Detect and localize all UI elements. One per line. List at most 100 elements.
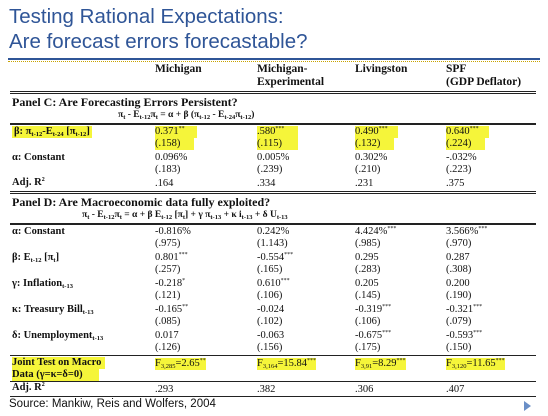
panel-d-top-rule <box>10 191 536 194</box>
panel-d-alpha-michigan: -0.816% <box>155 226 191 237</box>
panel-d-alpha-michigan-se: (.975) <box>155 238 181 249</box>
panel-d-delta-michexp: -0.063 <box>257 330 285 341</box>
panel-d-kappa-michexp: -0.024 <box>257 304 285 315</box>
panel-d-delta-livingston: -0.675*** <box>355 330 392 341</box>
panel-c-alpha-michexp: 0.005% <box>257 152 290 163</box>
panel-d-beta-spf-se: (.308) <box>446 264 472 275</box>
panel-d-gamma-michexp-se: (.106) <box>257 290 283 301</box>
panel-d-delta-livingston-se: (.175) <box>355 342 381 353</box>
col-header-michigan: Michigan <box>155 63 202 75</box>
title-line-1: Testing Rational Expectations: <box>9 5 284 28</box>
panel-d-beta-michexp: -0.554*** <box>257 252 294 263</box>
col-header-livingston: Livingston <box>355 63 408 75</box>
col-header-michigan-experimental: Michigan- Experimental <box>257 63 324 88</box>
col-header-line2: (GDP Deflator) <box>446 75 522 88</box>
panel-d-gamma-livingston-se: (.145) <box>355 290 381 301</box>
panel-d-kappa-michexp-se: (.102) <box>257 316 283 327</box>
panel-c-alpha-michigan-se: (.183) <box>155 164 181 175</box>
panel-d-beta-michigan-se: (.257) <box>155 264 181 275</box>
panel-c-beta-michigan: 0.371** <box>155 126 197 138</box>
col-header-line1: Michigan- <box>257 63 308 75</box>
panel-c-alpha-label: α: Constant <box>12 152 65 163</box>
title-underline <box>8 58 540 60</box>
panel-d-kappa-livingston: -0.319*** <box>355 304 392 315</box>
panel-c-alpha-livingston: 0.302% <box>355 152 388 163</box>
panel-c-adjr2-michigan: .164 <box>155 178 174 189</box>
panel-d-joint-label-line2: Data (γ=κ=δ=0) <box>12 369 99 381</box>
panel-c-alpha-livingston-se: (.210) <box>355 164 381 175</box>
panel-d-gamma-michexp: 0.610*** <box>257 278 290 289</box>
panel-d-adjr2-michexp: .382 <box>257 384 276 395</box>
panel-d-alpha-michexp: 0.242% <box>257 226 290 237</box>
panel-d-gamma-spf: 0.200 <box>446 278 470 289</box>
panel-d-joint-michexp: F3,164=15.84*** <box>257 358 317 370</box>
panel-c-formula: πt - Et-12πt = α + β (πt-12 - Et-24πt-12… <box>118 110 255 121</box>
panel-d-joint-spf: F3,120=11.65*** <box>446 358 505 370</box>
panel-c-alpha-michexp-se: (.239) <box>257 164 283 175</box>
panel-d-alpha-livingston: 4.424%*** <box>355 226 397 237</box>
panel-d-gamma-label: γ: Inflationt-13 <box>12 278 73 290</box>
panel-d-alpha-label: α: Constant <box>12 226 65 237</box>
panel-d-adjr2-michigan: .293 <box>155 384 174 395</box>
panel-d-beta-livingston: 0.295 <box>355 252 379 263</box>
header-rule <box>10 91 536 94</box>
panel-d-gamma-michigan: -0.218* <box>155 278 186 289</box>
panel-d-beta-michexp-se: (.165) <box>257 264 283 275</box>
next-slide-arrow-icon[interactable] <box>524 401 531 411</box>
panel-c-alpha-spf-se: (.223) <box>446 164 472 175</box>
panel-d-joint-label-line1: Joint Test on Macro <box>12 357 106 369</box>
panel-d-formula: πt - Et-12πt = α + β Et-12 [πt] + γ πt-1… <box>82 210 288 221</box>
panel-d-adjr2-spf: .407 <box>446 384 465 395</box>
joint-test-rule <box>10 355 536 356</box>
panel-d-delta-michigan-se: (.126) <box>155 342 181 353</box>
dotted-divider <box>8 61 540 62</box>
panel-d-rule <box>10 223 536 225</box>
panel-d-beta-spf: 0.287 <box>446 252 470 263</box>
panel-d-gamma-michigan-se: (.121) <box>155 290 181 301</box>
title-line-2: Are forecast errors forecastable? <box>9 30 308 53</box>
panel-c-beta-michigan-se: (.158) <box>155 138 195 150</box>
panel-d-joint-michigan: F3,285=2.65** <box>155 358 206 370</box>
panel-c-adjr2-livingston: .231 <box>355 178 374 189</box>
panel-d-alpha-spf-se: (.970) <box>446 238 472 249</box>
panel-c-beta-spf-se: (.224) <box>446 138 486 150</box>
panel-d-title: Panel D: Are Macroeconomic data fully ex… <box>12 195 271 209</box>
panel-d-kappa-label: κ: Treasury Billt-13 <box>12 304 94 316</box>
panel-c-adjr2-spf: .375 <box>446 178 465 189</box>
source-caption: Source: Mankiw, Reis and Wolfers, 2004 <box>9 398 216 410</box>
panel-d-joint-livingston: F3,91=8.29*** <box>355 358 406 370</box>
panel-d-adjr2-label: Adj. R2 <box>12 382 45 393</box>
panel-d-delta-spf: -0.593*** <box>446 330 483 341</box>
panel-c-beta-michexp-se: (.115) <box>257 138 298 150</box>
panel-d-adjr2-livingston: .306 <box>355 384 374 395</box>
panel-d-alpha-spf: 3.566%*** <box>446 226 488 237</box>
panel-d-beta-livingston-se: (.283) <box>355 264 381 275</box>
panel-d-gamma-livingston: 0.205 <box>355 278 379 289</box>
panel-c-beta-michexp: .580*** <box>257 126 299 138</box>
panel-d-delta-label: δ: Unemploymentt-13 <box>12 330 104 342</box>
panel-d-delta-michigan: 0.017 <box>155 330 179 341</box>
panel-c-alpha-michigan: 0.096% <box>155 152 188 163</box>
slide-title: Testing Rational Expectations: Are forec… <box>9 4 539 54</box>
panel-d-alpha-livingston-se: (.985) <box>355 238 381 249</box>
panel-d-kappa-michigan: -0.165** <box>155 304 189 315</box>
panel-c-beta-spf: 0.640*** <box>446 126 489 138</box>
panel-c-rule <box>10 123 536 125</box>
panel-c-beta-label: β: πt-12-Et-24 [πt-12] <box>12 126 92 138</box>
table-bottom-rule <box>10 396 536 397</box>
panel-d-kappa-livingston-se: (.106) <box>355 316 381 327</box>
panel-d-alpha-michexp-se: (1.143) <box>257 238 288 249</box>
panel-c-adjr2-michexp: .334 <box>257 178 276 189</box>
panel-c-adjr2-label: Adj. R2 <box>12 177 45 188</box>
col-header-spf: SPF (GDP Deflator) <box>446 63 521 88</box>
col-header-line2: Experimental <box>257 75 325 88</box>
col-header-line1: SPF <box>446 63 467 75</box>
panel-d-kappa-spf-se: (.079) <box>446 316 472 327</box>
panel-d-gamma-spf-se: (.190) <box>446 290 472 301</box>
panel-d-delta-spf-se: (.150) <box>446 342 472 353</box>
panel-c-beta-livingston: 0.490*** <box>355 126 398 138</box>
panel-c-alpha-spf: -.032% <box>446 152 477 163</box>
panel-c-title: Panel C: Are Forecasting Errors Persiste… <box>12 95 238 109</box>
panel-c-beta-livingston-se: (.132) <box>355 138 395 150</box>
adjr2-rule <box>10 381 536 382</box>
